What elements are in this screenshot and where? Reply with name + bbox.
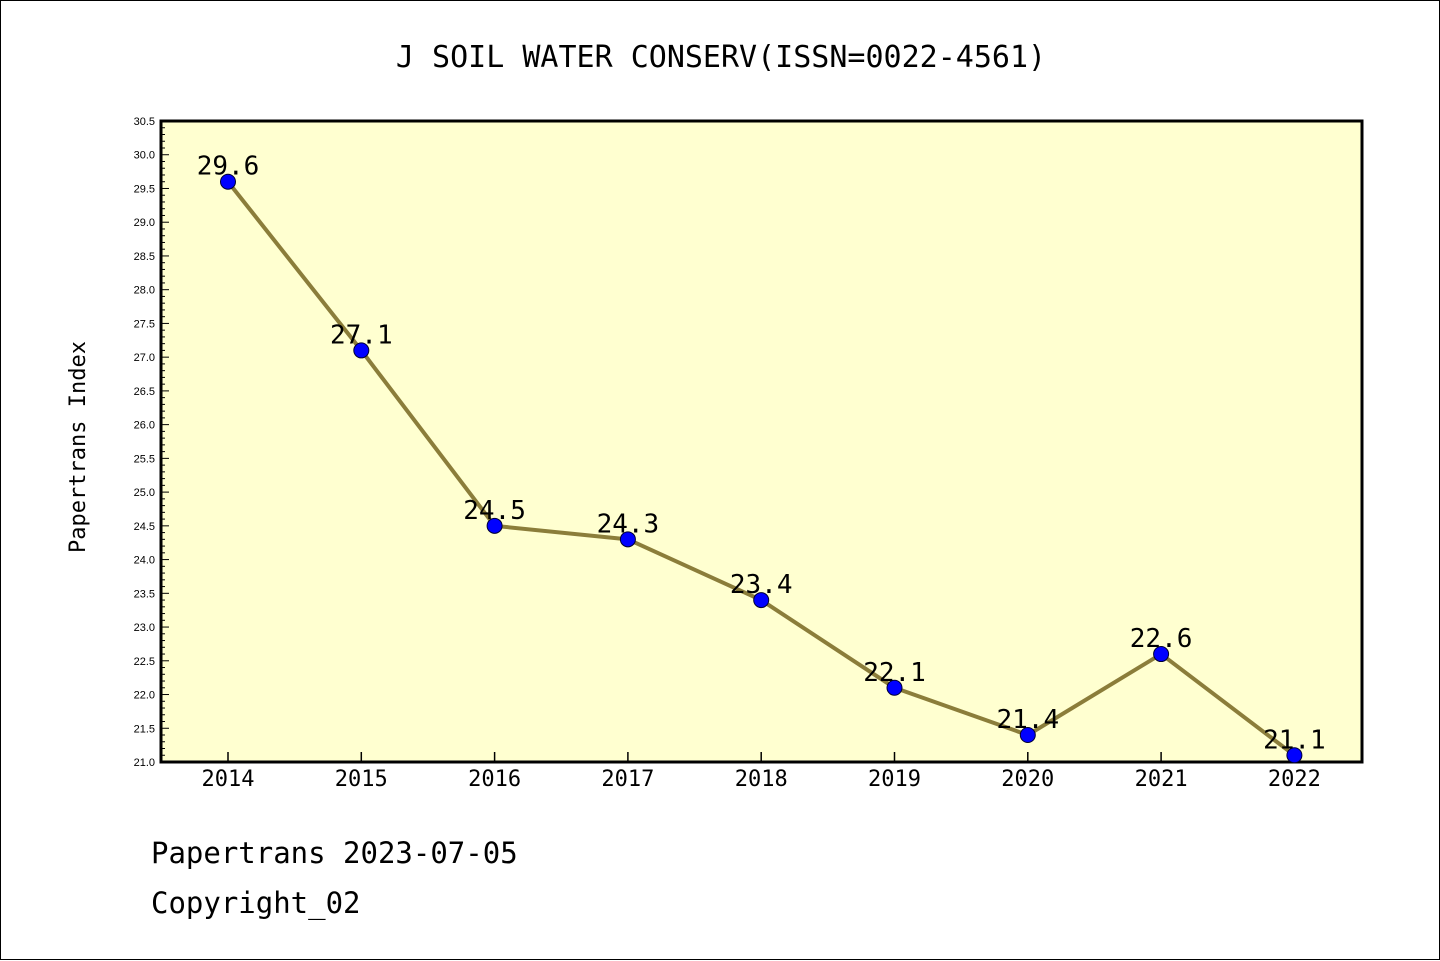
x-axis: 2014 2015 2016 2017 2018 2019 2020 2021 2022 [202, 752, 1321, 792]
data-label: 21.1 [1263, 725, 1326, 755]
data-label: 23.4 [730, 570, 793, 600]
data-point [1019, 727, 1036, 744]
x-tick-label: 2018 [735, 767, 788, 792]
data-point [353, 342, 370, 359]
y-axis: 21.0 21.5 22.0 22.5 23.0 23.5 24.0 24.5 25.0 25.5… [134, 116, 169, 769]
y-tick-label: 22.5 [134, 656, 155, 668]
y-tick-label: 25.0 [134, 487, 155, 499]
data-label: 24.3 [597, 509, 660, 539]
x-tick-label: 2014 [202, 767, 255, 792]
data-point [486, 517, 503, 534]
data-label: 22.1 [863, 658, 926, 688]
data-point [1153, 646, 1170, 663]
y-tick-label: 26.0 [134, 420, 155, 432]
plot-area [159, 119, 1364, 764]
x-tick-label: 2016 [468, 767, 521, 792]
x-tick-label: 2020 [1001, 767, 1054, 792]
y-tick-label: 24.0 [134, 555, 155, 567]
y-tick-label: 29.0 [134, 217, 155, 229]
x-tick-label: 2022 [1268, 767, 1321, 792]
y-tick-label: 23.0 [134, 622, 155, 634]
data-label: 24.5 [463, 496, 526, 526]
y-tick-label: 27.5 [134, 318, 155, 330]
y-tick-label: 28.0 [134, 285, 155, 297]
footer-date: Papertrans 2023-07-05 [151, 836, 518, 870]
data-point [220, 173, 236, 190]
y-tick-label: 30.5 [134, 116, 155, 128]
y-axis-label: Papertrans Index [66, 341, 91, 553]
data-point [753, 592, 770, 609]
data-point [886, 679, 903, 696]
y-tick-label: 23.5 [134, 588, 155, 600]
x-tick-label: 2019 [868, 767, 921, 792]
x-tick-label: 2017 [601, 767, 654, 792]
footer-copyright: Copyright_02 [151, 886, 361, 920]
data-label: 21.4 [996, 705, 1059, 735]
data-label: 27.1 [330, 320, 393, 350]
data-point [619, 531, 636, 548]
x-tick-label: 2021 [1135, 767, 1188, 792]
y-tick-label: 24.5 [134, 521, 155, 533]
y-tick-label: 21.0 [134, 757, 155, 769]
y-tick-label: 25.5 [134, 453, 155, 465]
data-label: 29.6 [197, 152, 260, 182]
data-point [1286, 747, 1303, 764]
y-tick-label: 22.0 [134, 690, 155, 702]
y-tick-label: 28.5 [134, 251, 155, 263]
y-tick-label: 21.5 [134, 723, 155, 735]
data-label: 22.6 [1130, 624, 1193, 654]
y-tick-label: 30.0 [134, 150, 155, 162]
chart-title: J SOIL WATER CONSERV(ISSN=0022-4561) [396, 40, 1046, 75]
y-tick-label: 26.5 [134, 386, 155, 398]
x-tick-label: 2015 [335, 767, 388, 792]
y-tick-label: 27.0 [134, 352, 155, 364]
y-tick-label: 29.5 [134, 183, 155, 195]
series-group: 29.6 27.1 24.5 24.3 23.4 22.1 21.4 22.6 21.1 [197, 152, 1326, 764]
